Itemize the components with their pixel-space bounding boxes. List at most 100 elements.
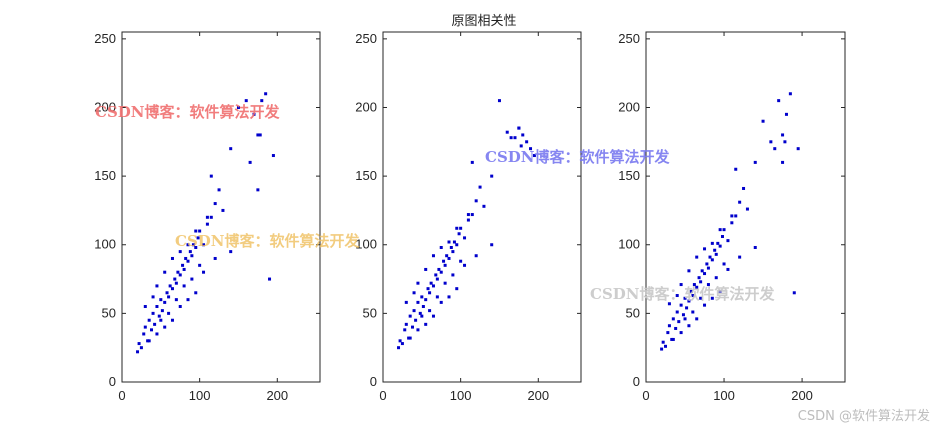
- data-point: [455, 243, 459, 247]
- data-point: [159, 298, 163, 302]
- data-point: [155, 284, 159, 288]
- data-point: [714, 252, 718, 256]
- data-point: [196, 236, 200, 240]
- data-point: [416, 328, 420, 332]
- data-point: [170, 318, 174, 322]
- data-point: [173, 277, 177, 281]
- data-point: [186, 243, 190, 247]
- data-point: [722, 262, 726, 266]
- data-point: [188, 250, 192, 254]
- data-point: [681, 313, 685, 317]
- data-point: [170, 287, 174, 291]
- data-point: [256, 188, 260, 192]
- data-point: [703, 303, 707, 307]
- data-point: [209, 174, 213, 178]
- data-point: [726, 239, 730, 243]
- data-point: [190, 254, 194, 258]
- data-point: [720, 235, 724, 239]
- footer-watermark: CSDN @软件算法开发: [798, 408, 930, 424]
- data-point: [174, 281, 178, 285]
- data-point: [424, 267, 428, 271]
- y-tick-label: 250: [94, 31, 116, 46]
- data-point: [687, 269, 691, 273]
- data-point: [674, 326, 678, 330]
- data-point: [163, 325, 167, 329]
- data-point: [190, 277, 194, 281]
- data-point: [412, 309, 416, 313]
- data-point: [716, 241, 720, 245]
- data-point: [213, 202, 217, 206]
- data-point: [675, 294, 679, 298]
- data-point: [459, 226, 463, 230]
- data-point: [700, 269, 704, 273]
- data-point: [474, 199, 478, 203]
- data-point: [777, 99, 781, 103]
- data-point: [229, 147, 233, 151]
- y-tick-label: 150: [355, 168, 377, 183]
- data-point: [407, 336, 411, 340]
- data-point: [449, 245, 453, 249]
- y-tick-label: 50: [626, 305, 640, 320]
- x-tick-label: 100: [189, 388, 211, 403]
- data-point: [170, 256, 174, 260]
- data-point: [482, 204, 486, 208]
- data-point: [418, 311, 422, 315]
- y-tick-label: 250: [355, 31, 377, 46]
- data-point: [773, 147, 777, 151]
- axes-layer: 0 100 200 0 50 100 150 200 250 0 100 200 0 50 100 150 20…: [94, 31, 846, 403]
- data-point: [202, 243, 206, 247]
- data-point: [437, 267, 441, 271]
- data-point: [147, 318, 151, 322]
- data-point: [205, 222, 209, 226]
- data-point: [685, 306, 689, 310]
- data-point: [792, 291, 796, 295]
- data-point: [478, 185, 482, 189]
- data-point: [431, 284, 435, 288]
- data-point: [205, 215, 209, 219]
- data-point: [420, 314, 424, 318]
- data-point: [683, 317, 687, 321]
- data-point: [742, 186, 746, 190]
- data-point: [521, 133, 525, 137]
- data-point: [710, 241, 714, 245]
- data-point: [209, 215, 213, 219]
- data-point: [150, 328, 154, 332]
- data-point: [463, 236, 467, 240]
- data-point: [470, 160, 474, 164]
- data-point: [165, 291, 169, 295]
- x-tick-label: 0: [642, 388, 649, 403]
- data-point: [513, 136, 517, 140]
- x-tick-label: 100: [450, 388, 472, 403]
- data-point: [726, 267, 730, 271]
- data-point: [660, 347, 664, 351]
- data-point: [699, 296, 703, 300]
- data-point: [157, 314, 161, 318]
- data-point: [137, 342, 141, 346]
- data-point: [466, 213, 470, 217]
- watermark-text-1: CSDN博客：软件算法开发: [95, 103, 280, 121]
- x-tick-label: 0: [118, 388, 125, 403]
- x-tick-label: 100: [713, 388, 735, 403]
- data-point: [424, 298, 428, 302]
- data-point: [447, 256, 451, 260]
- data-point: [143, 305, 147, 309]
- data-point: [713, 248, 717, 252]
- data-point: [194, 291, 198, 295]
- data-point: [244, 99, 248, 103]
- data-point: [689, 289, 693, 293]
- data-point: [474, 254, 478, 258]
- data-point: [408, 314, 412, 318]
- data-point: [198, 229, 202, 233]
- data-point: [147, 339, 151, 343]
- data-point: [248, 160, 252, 164]
- x-tick-label: 200: [266, 388, 288, 403]
- data-point: [490, 243, 494, 247]
- data-point: [675, 310, 679, 314]
- data-point: [708, 255, 712, 259]
- y-tick-label: 50: [363, 305, 377, 320]
- data-point: [783, 140, 787, 144]
- data-point: [671, 317, 675, 321]
- data-point: [258, 133, 262, 137]
- data-point: [517, 126, 521, 130]
- data-point: [761, 119, 765, 123]
